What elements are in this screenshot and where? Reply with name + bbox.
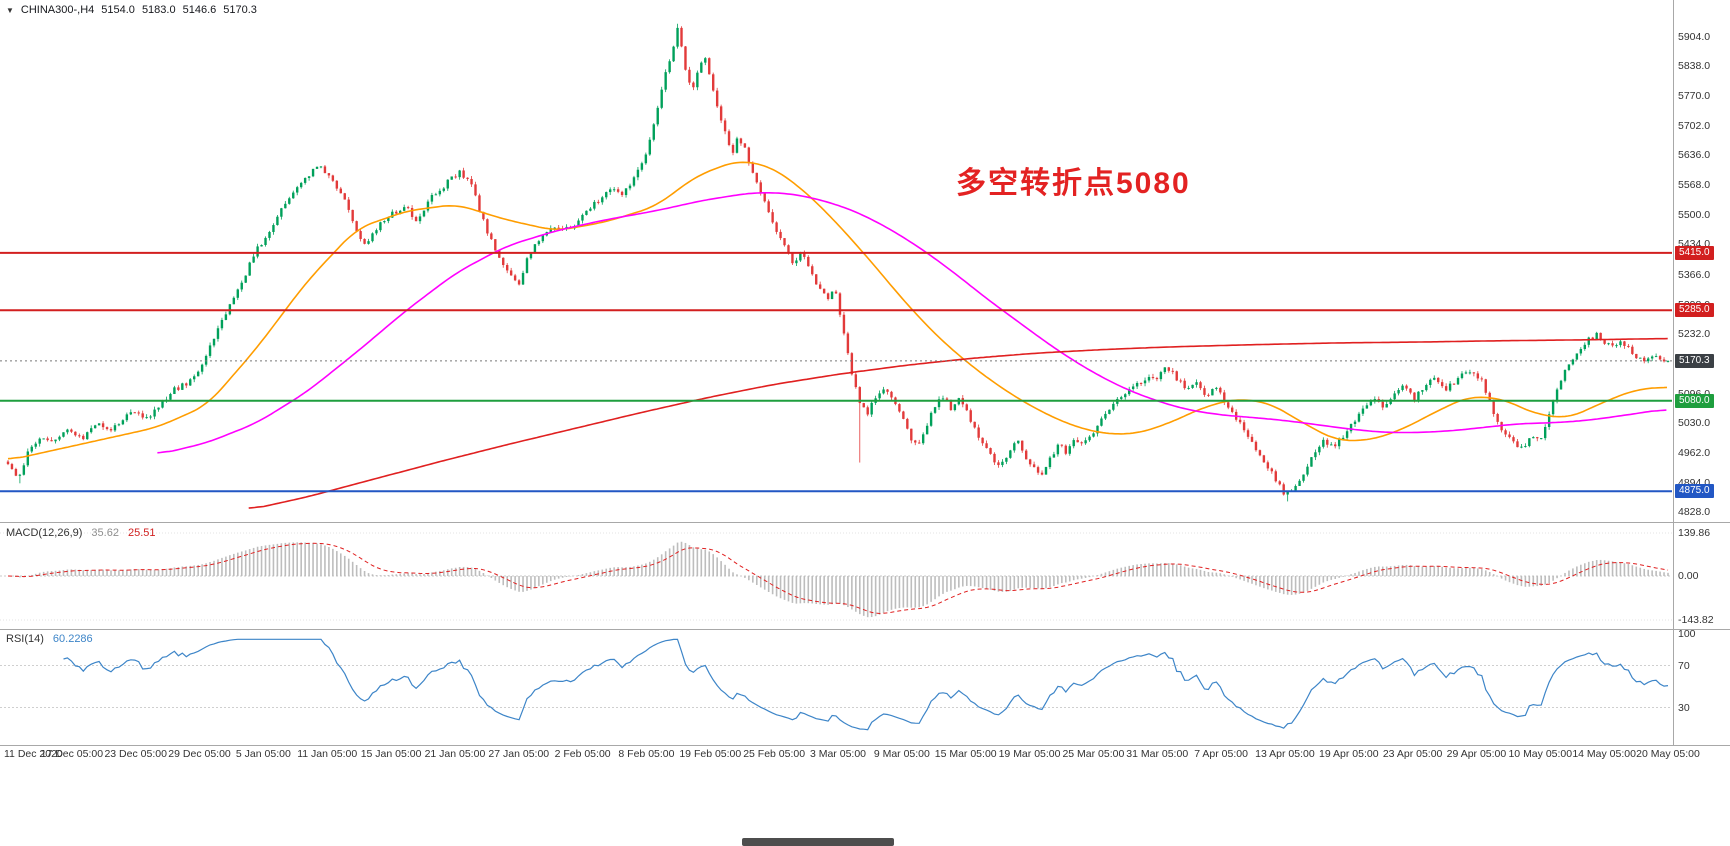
axis-separator: [0, 745, 1730, 746]
date-tick-label: 25 Feb 05:00: [743, 748, 806, 760]
macd-scale-max-label: 139.86: [1678, 527, 1711, 539]
collapse-triangle-icon[interactable]: ▼: [6, 5, 14, 15]
pane-separator[interactable]: [0, 629, 1730, 630]
macd-scale-zero-label: 0.00: [1678, 570, 1699, 582]
date-tick-label: 19 Mar 05:00: [998, 748, 1061, 760]
rsi-level-label: 100: [1678, 628, 1696, 640]
moving-averages-layer: [7, 161, 1668, 509]
date-tick-label: 11 Dec 2020: [4, 748, 63, 760]
rsi-label: RSI(14): [6, 633, 44, 645]
price-tick-label: 5030.0: [1678, 416, 1711, 429]
date-tick-label: 19 Feb 05:00: [679, 748, 742, 760]
price-tick-label: 5366.0: [1678, 268, 1711, 281]
price-tick-label: 5636.0: [1678, 149, 1711, 162]
price-tick-label: 5838.0: [1678, 60, 1711, 73]
date-tick-label: 14 May 05:00: [1572, 748, 1636, 760]
candles-layer: [6, 23, 1670, 502]
date-tick-label: 25 Mar 05:00: [1062, 748, 1125, 760]
level-lines-layer[interactable]: [0, 251, 1672, 493]
date-tick-label: 29 Apr 05:00: [1446, 748, 1507, 760]
ohlc-close-value: 5170.3: [223, 4, 257, 16]
rsi-level-label: 30: [1678, 701, 1690, 714]
macd-header: MACD(12,26,9) 35.62 25.51: [6, 527, 155, 539]
rsi-level-label: 70: [1678, 659, 1690, 672]
date-tick-label: 21 Jan 05:00: [424, 748, 486, 760]
bottom-scrollbar-handle[interactable]: [742, 838, 894, 846]
date-tick-label: 3 Mar 05:00: [809, 748, 867, 760]
ohlc-high-value: 5183.0: [141, 4, 176, 16]
date-tick-label: 29 Dec 05:00: [168, 748, 231, 760]
ohlc-open-value: 5154.0: [101, 4, 135, 16]
macd-signal-value: 25.51: [127, 527, 156, 539]
date-tick-label: 13 Apr 05:00: [1255, 748, 1315, 760]
date-tick-label: 31 Mar 05:00: [1126, 748, 1189, 760]
price-level-badge[interactable]: 4875.0: [1675, 484, 1714, 499]
slow-ma-line[interactable]: [248, 337, 1668, 509]
medium-ma-line[interactable]: [157, 192, 1667, 454]
price-tick-label: 5232.0: [1678, 327, 1711, 340]
date-tick-label: 27 Jan 05:00: [488, 748, 550, 760]
price-tick-label: 5568.0: [1678, 179, 1711, 192]
rsi-header: RSI(14) 60.2286: [6, 633, 93, 645]
symbol-timeframe-label: CHINA300-,H4: [20, 4, 95, 16]
date-tick-label: 10 May 05:00: [1508, 748, 1573, 760]
scale-separator: [1673, 0, 1674, 746]
date-tick-label: 7 Apr 05:00: [1194, 748, 1248, 760]
price-tick-label: 5770.0: [1678, 90, 1711, 103]
price-tick-label: 4828.0: [1678, 506, 1711, 518]
chart-annotation-text[interactable]: 多空转折点5080: [956, 167, 1191, 200]
date-tick-label: 23 Apr 05:00: [1382, 748, 1443, 760]
price-tick-label: 5702.0: [1678, 120, 1711, 133]
price-tick-label: 5904.0: [1678, 31, 1711, 43]
chart-header: ▼ CHINA300-,H4 5154.0 5183.0 5146.6 5170…: [6, 4, 257, 16]
date-tick-label: 15 Mar 05:00: [934, 748, 997, 760]
price-level-badge[interactable]: 5415.0: [1675, 245, 1714, 260]
current-price-badge: 5170.3: [1675, 353, 1714, 368]
macd-main-value: 35.62: [91, 527, 119, 539]
rsi-value: 60.2286: [52, 633, 93, 645]
price-tick-label: 5500.0: [1678, 209, 1711, 222]
price-level-badge[interactable]: 5285.0: [1675, 303, 1714, 318]
date-tick-label: 9 Mar 05:00: [873, 748, 930, 760]
date-tick-label: 15 Jan 05:00: [360, 748, 422, 760]
rsi-line: [63, 638, 1669, 731]
date-tick-label: 5 Jan 05:00: [235, 748, 291, 760]
date-tick-label: 8 Feb 05:00: [618, 748, 675, 760]
indicators-layer: [0, 532, 1672, 731]
ohlc-low-value: 5146.6: [182, 4, 217, 16]
date-tick-label: 2 Feb 05:00: [554, 748, 611, 760]
date-tick-label: 23 Dec 05:00: [104, 748, 167, 760]
price-tick-label: 4962.0: [1678, 446, 1711, 459]
macd-scale-min-label: -143.82: [1678, 614, 1714, 626]
macd-label: MACD(12,26,9): [6, 527, 83, 539]
date-tick-label: 19 Apr 05:00: [1318, 748, 1379, 760]
date-tick-label: 20 May 05:00: [1636, 748, 1700, 760]
macd-signal-line: [7, 542, 1669, 615]
pane-separator[interactable]: [0, 522, 1730, 523]
date-tick-label: 17 Dec 05:00: [40, 748, 104, 760]
date-tick-label: 11 Jan 05:00: [297, 748, 358, 760]
price-level-badge[interactable]: 5080.0: [1675, 393, 1714, 408]
